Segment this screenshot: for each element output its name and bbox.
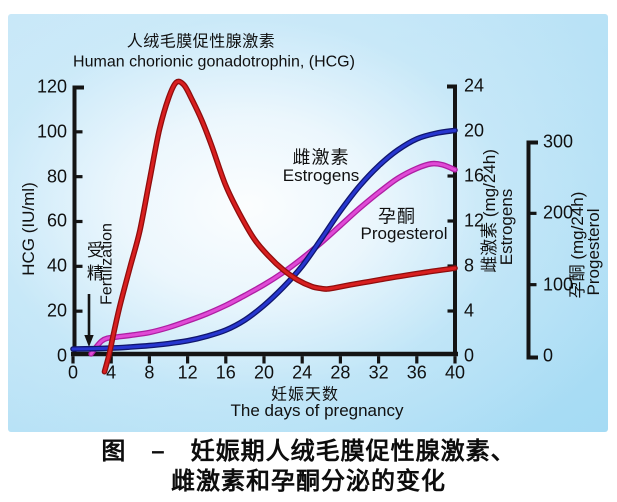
progesterone-axis-line [526,140,538,360]
x-tick-label-8: 8 [144,362,155,383]
hcg-tick-label-20: 20 [46,300,67,321]
hcg-axis-label: HCG (IU/ml) [19,182,39,276]
estrogens-tick-label-0: 0 [464,345,475,366]
figure-caption-line1: 图 – 妊娠期人绒毛膜促性腺激素、 [101,438,516,465]
x-tick-label-20: 20 [253,362,275,383]
x-axis-label-zh: 妊娠天数 [270,386,340,404]
progesterone-curve-label-en: Progesterol [360,224,448,244]
progesterone-curve-label-zh: 孕酮 [378,206,416,227]
x-tick-label-0: 0 [67,362,79,383]
estrogens-tick-label-12: 12 [464,210,485,231]
fertilization-arrow-head [84,335,94,347]
chart-title-zh: 人绒毛膜促性腺激素 [126,33,276,51]
progesterone-axis-label-en: Progesterol [584,208,604,296]
estrogens-axis-label-en: Estrogens [497,188,517,266]
x-tick-label-36: 36 [406,362,427,383]
hcg-tick-label-60: 60 [46,211,67,232]
x-tick-label-24: 24 [292,362,313,383]
x-axis-label-en: The days of pregnancy [230,401,404,421]
progesterone-tick-label-100: 100 [543,274,574,295]
x-tick-label-28: 28 [330,362,351,383]
x-tick-label-32: 32 [368,362,389,383]
fertilization-label-en: Fertilization [98,223,116,305]
x-tick-label-16: 16 [215,362,236,383]
figure-caption-line2: 雌激素和孕酮分泌的变化 [171,468,446,495]
progesterone-tick-label-300: 300 [543,131,574,152]
figure-caption: 图 – 妊娠期人绒毛膜促性腺激素、 雌激素和孕酮分泌的变化 [0,437,617,497]
estrogens-curve [71,128,457,351]
hcg-tick-label-40: 40 [46,255,67,276]
x-tick-label-40: 40 [444,362,466,383]
estrogens-tick-label-8: 8 [464,255,475,276]
estrogens-tick-label-4: 4 [464,300,475,321]
hcg-tick-label-0: 0 [56,345,67,366]
x-tick-label-12: 12 [177,362,198,383]
x-tick-label-4: 4 [106,362,117,383]
hcg-tick-label-100: 100 [36,121,67,142]
fertilization-label-zh: 受精 [83,241,103,287]
chart-title-en: Human chorionic gonadotrophin, (HCG) [73,53,355,71]
estrogens-tick-label-24: 24 [464,75,485,96]
estrogens-curve-label-en: Estrogens [282,166,360,186]
progesterone-tick-label-200: 200 [543,202,574,223]
hcg-curve [103,79,457,374]
progesterone-tick-label-0: 0 [543,345,554,366]
estrogens-curve-label-zh: 雌激素 [292,147,350,168]
hcg-tick-label-120: 120 [36,76,67,97]
hcg-tick-label-80: 80 [46,166,67,187]
estrogens-tick-label-20: 20 [464,120,485,141]
estrogens-tick-label-16: 16 [464,165,485,186]
